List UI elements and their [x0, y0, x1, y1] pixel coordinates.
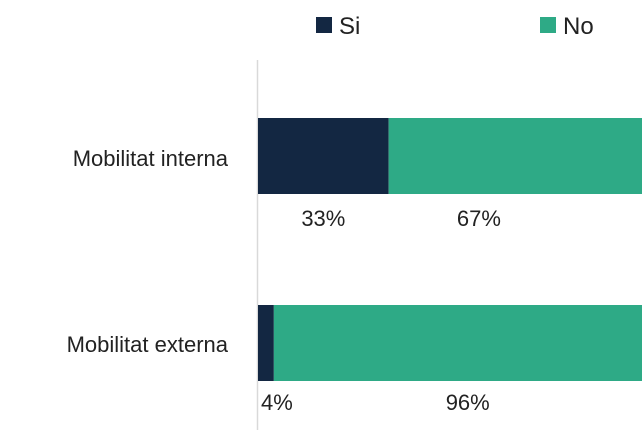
legend-swatch-no — [540, 17, 556, 33]
legend-swatch-si — [316, 17, 332, 33]
data-label: 33% — [301, 206, 345, 231]
legend: Si No — [316, 13, 594, 40]
category-labels: Mobilitat interna Mobilitat externa — [67, 146, 229, 357]
bar-segment-si — [258, 118, 389, 194]
bar-segment-no — [388, 118, 642, 194]
bars-layer — [258, 118, 642, 381]
category-label: Mobilitat externa — [67, 332, 229, 357]
bar-segment-no — [273, 305, 642, 381]
category-label: Mobilitat interna — [73, 146, 229, 171]
legend-label-no: No — [563, 13, 594, 40]
data-label: 4% — [261, 390, 293, 415]
data-label: 96% — [446, 390, 490, 415]
data-label: 67% — [457, 206, 501, 231]
value-labels: 33% 67% 4% 96% — [261, 206, 501, 415]
bar-segment-si — [258, 305, 274, 381]
legend-label-si: Si — [339, 13, 360, 40]
